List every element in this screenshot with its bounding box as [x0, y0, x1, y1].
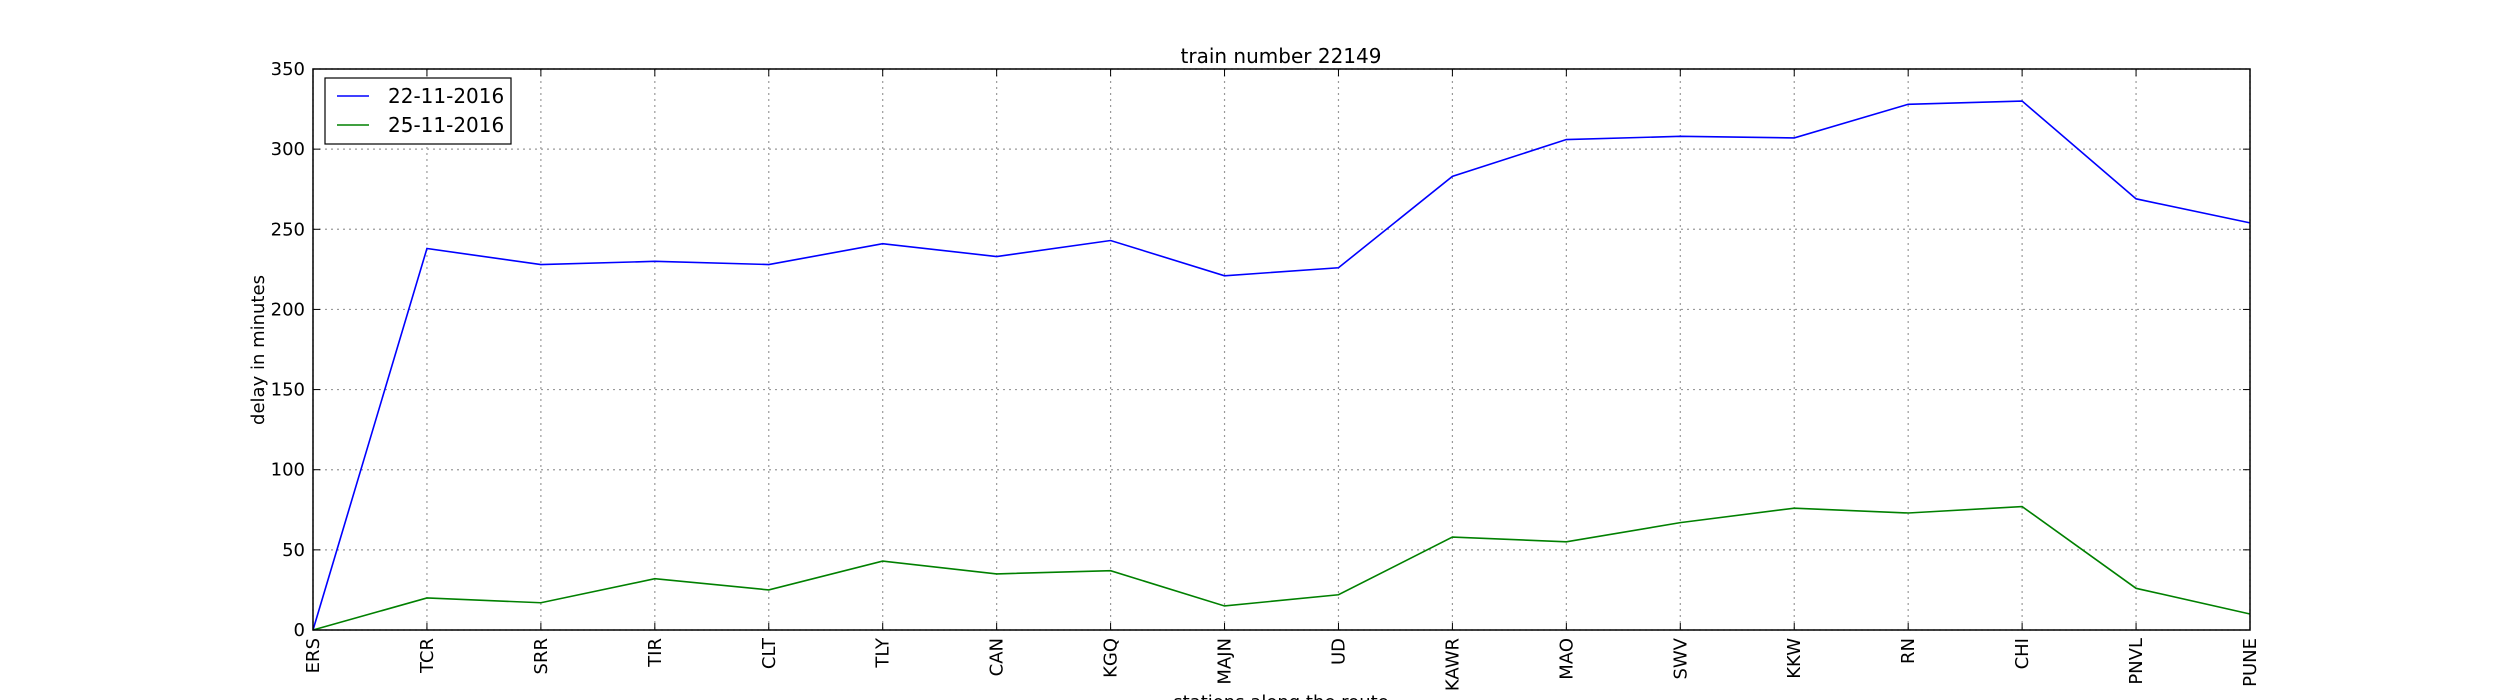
y-tick-label: 100: [271, 460, 305, 481]
y-tick-label: 350: [271, 59, 305, 80]
x-tick-label: KAWR: [1442, 638, 1463, 691]
x-tick-label: TLY: [873, 637, 894, 669]
x-tick-label: MAO: [1556, 638, 1577, 680]
y-tick-label: 250: [271, 219, 305, 240]
x-tick-label: PNVL: [2126, 638, 2147, 685]
x-tick-label: UD: [1328, 638, 1349, 665]
x-tick-label: TIR: [645, 638, 666, 668]
x-tick-label: SWV: [1670, 637, 1691, 679]
y-axis-label: delay in minutes: [248, 275, 269, 425]
x-tick-label: TCR: [417, 638, 438, 674]
x-tick-label: RN: [1898, 638, 1919, 664]
x-axis-label: stations along the route: [1173, 692, 1388, 700]
legend-box: [324, 77, 512, 145]
y-tick-label: 150: [271, 380, 305, 401]
plot-frame: [312, 68, 2251, 631]
x-tick-label: PUNE: [2240, 638, 2261, 687]
x-tick-label: MAJN: [1215, 638, 1236, 685]
x-tick-label: SRR: [531, 638, 552, 674]
chart-title: train number 22149: [1181, 44, 1382, 68]
x-tick-label: CHI: [2012, 638, 2033, 669]
x-tick-label: ERS: [303, 638, 324, 673]
y-tick-label: 50: [282, 540, 305, 561]
y-tick-label: 0: [294, 620, 305, 641]
legend-label: 25-11-2016: [388, 113, 504, 137]
legend-label: 22-11-2016: [388, 84, 504, 108]
y-tick-label: 200: [271, 299, 305, 320]
data-line: [312, 100, 2251, 631]
x-tick-label: CAN: [987, 638, 1008, 676]
x-tick-label: CLT: [759, 637, 780, 669]
data-line: [312, 505, 2251, 631]
y-tick-label: 300: [271, 139, 305, 160]
x-tick-label: KGQ: [1101, 638, 1122, 678]
x-tick-label: KKW: [1784, 638, 1805, 679]
